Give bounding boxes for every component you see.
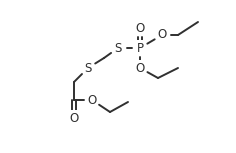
Text: O: O xyxy=(135,22,145,34)
Text: S: S xyxy=(114,41,122,54)
Text: O: O xyxy=(135,62,145,75)
Text: O: O xyxy=(69,112,79,125)
Text: O: O xyxy=(87,93,97,106)
Text: S: S xyxy=(84,62,92,75)
Text: O: O xyxy=(157,28,167,41)
Text: P: P xyxy=(136,41,143,54)
